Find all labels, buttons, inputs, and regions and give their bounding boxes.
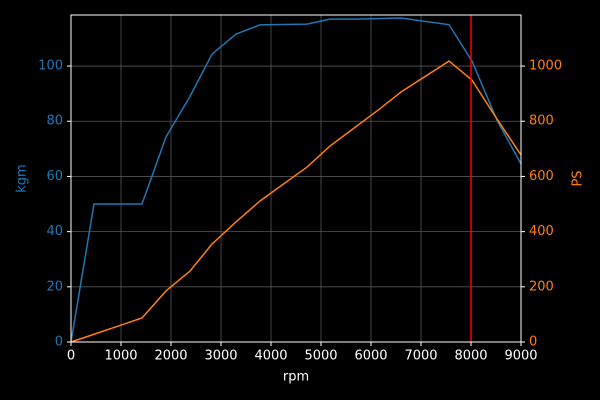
- x-tick-label: 6000: [354, 349, 387, 364]
- x-tick-label: 9000: [504, 349, 537, 364]
- y2-axis-label: PS: [571, 170, 586, 186]
- y2-tick-label: 800: [529, 114, 554, 129]
- y2-tick-label: 1000: [529, 59, 562, 74]
- x-tick-label: 4000: [254, 349, 287, 364]
- y2-tick-label: 400: [529, 224, 554, 239]
- x-tick-label: 8000: [454, 349, 487, 364]
- y-axis-label: kgm: [15, 164, 30, 192]
- x-tick-label: 3000: [204, 349, 237, 364]
- x-axis-label: rpm: [283, 370, 309, 385]
- y-tick-label: 40: [46, 224, 63, 239]
- y2-tick-label: 200: [529, 279, 554, 294]
- x-tick-label: 1000: [104, 349, 137, 364]
- line-series: [70, 60, 522, 343]
- x-tick-label: 7000: [404, 349, 437, 364]
- y-tick-label: 60: [46, 169, 63, 184]
- plot-frame: [70, 14, 522, 343]
- x-tick-label: 2000: [154, 349, 187, 364]
- y-tick-label: 80: [46, 114, 63, 129]
- x-tick-label: 0: [67, 349, 75, 364]
- y-tick-label: 20: [46, 279, 63, 294]
- y-tick-label: 100: [38, 59, 63, 74]
- line-series: [70, 17, 522, 343]
- y-tick-label: 0: [55, 335, 63, 350]
- x-tick-label: 5000: [304, 349, 337, 364]
- y2-tick-label: 0: [529, 335, 537, 350]
- y2-tick-label: 600: [529, 169, 554, 184]
